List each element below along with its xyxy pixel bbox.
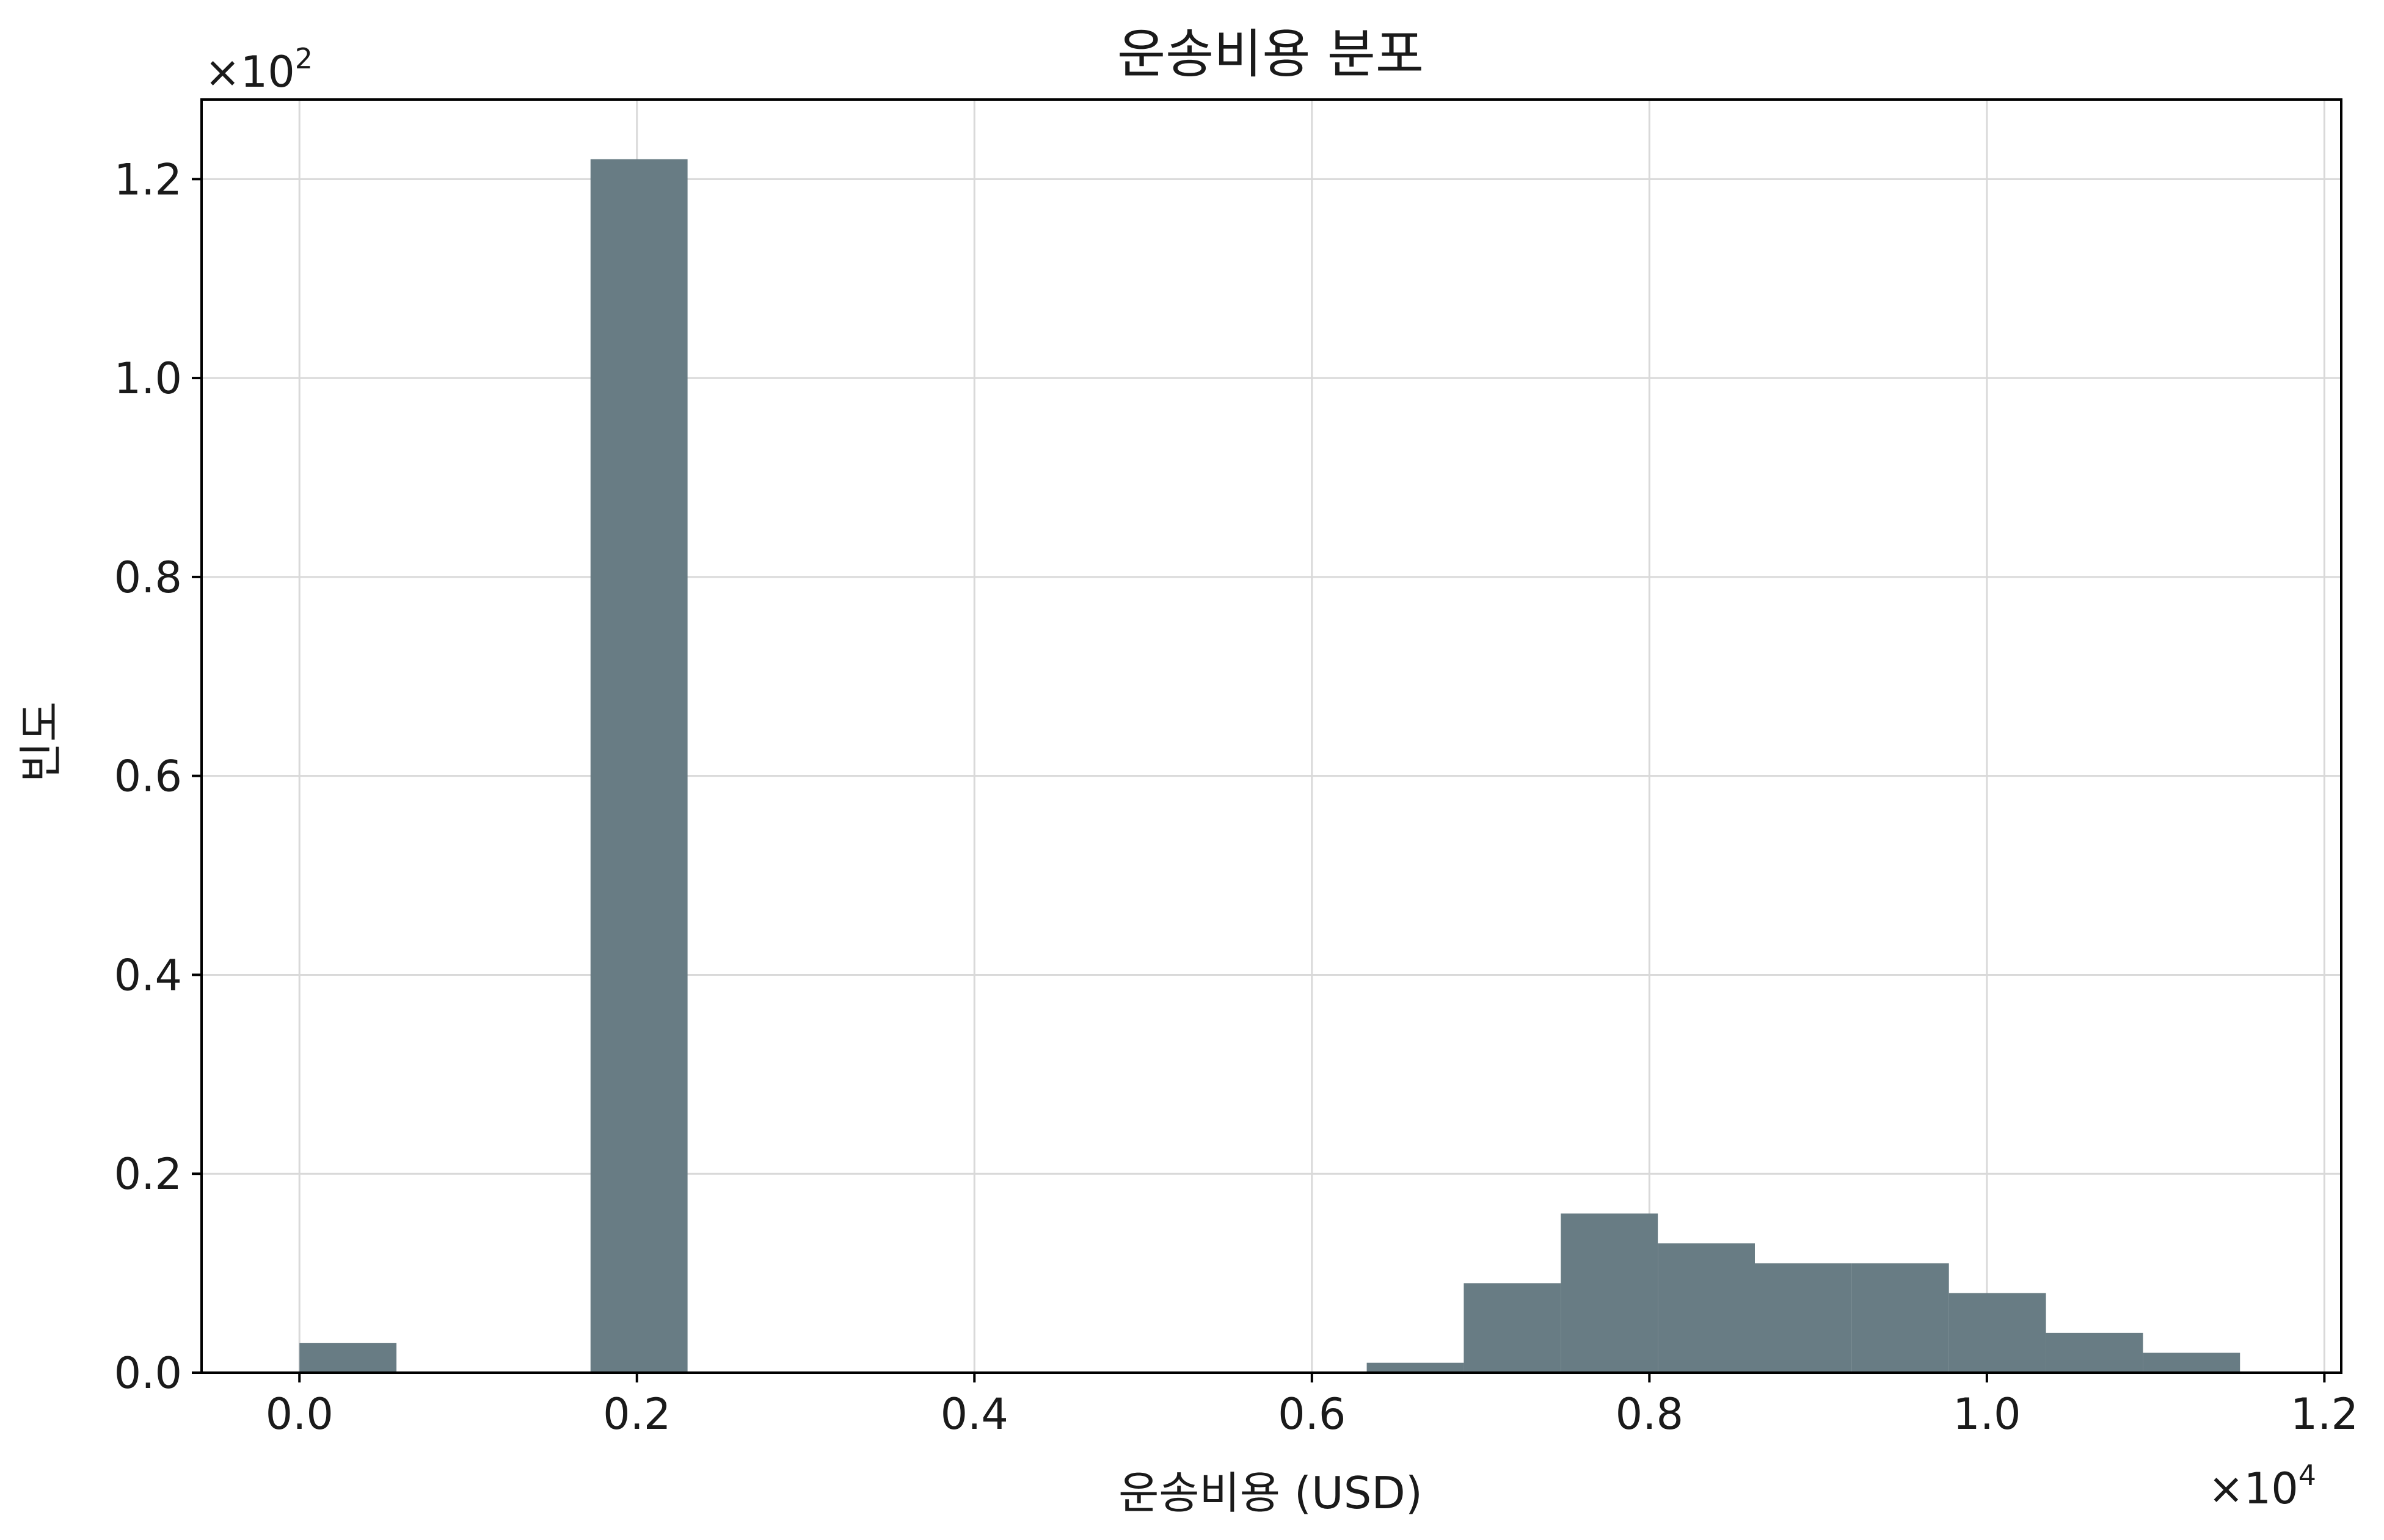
grid-lines [202, 100, 2341, 1374]
x-tick-label: 0.4 [941, 1389, 1008, 1439]
histogram-bar [1754, 1263, 1852, 1373]
y-axis-scale-label: ×102 [205, 42, 313, 97]
y-tick-label: 0.6 [114, 752, 182, 802]
y-tick-label: 1.2 [114, 154, 182, 205]
histogram-bar [2046, 1332, 2143, 1373]
x-axis-ticks: 0.0 0.2 0.4 0.6 0.8 1.0 1.2 [266, 1373, 2358, 1439]
histogram-bar [1658, 1243, 1755, 1373]
x-tick-label: 0.0 [266, 1389, 334, 1439]
y-tick-label: 1.0 [114, 354, 182, 404]
histogram-bar [1851, 1263, 1949, 1373]
chart-title: 운송비용 분포 [1117, 24, 1424, 85]
histogram-bar [1561, 1213, 1658, 1373]
x-tick-label: 1.0 [1953, 1389, 2021, 1439]
histogram-bar [299, 1343, 397, 1373]
histogram-bar [1366, 1362, 1464, 1373]
plot-frame [200, 98, 2342, 1374]
y-tick-label: 0.8 [114, 553, 182, 603]
y-tick-label: 0.0 [114, 1348, 182, 1398]
histogram-bars [299, 159, 2240, 1373]
histogram-bar [2143, 1353, 2240, 1373]
y-tick-label: 0.2 [114, 1149, 182, 1199]
x-tick-label: 1.2 [2291, 1389, 2358, 1439]
histogram-bar [590, 159, 688, 1373]
x-tick-label: 0.8 [1616, 1389, 1683, 1439]
y-tick-label: 0.4 [114, 950, 182, 1000]
x-axis-label: 운송비용 (USD) [1118, 1467, 1423, 1519]
x-axis-scale-label: ×104 [2208, 1459, 2316, 1514]
y-axis-label: 빈도 [15, 702, 67, 782]
histogram-bar [1464, 1283, 1561, 1373]
y-axis-ticks: 0.0 0.2 0.4 0.6 0.8 1.0 1.2 [114, 154, 202, 1398]
histogram-bar [1948, 1293, 2046, 1373]
x-tick-label: 0.2 [603, 1389, 671, 1439]
x-tick-label: 0.6 [1278, 1389, 1346, 1439]
